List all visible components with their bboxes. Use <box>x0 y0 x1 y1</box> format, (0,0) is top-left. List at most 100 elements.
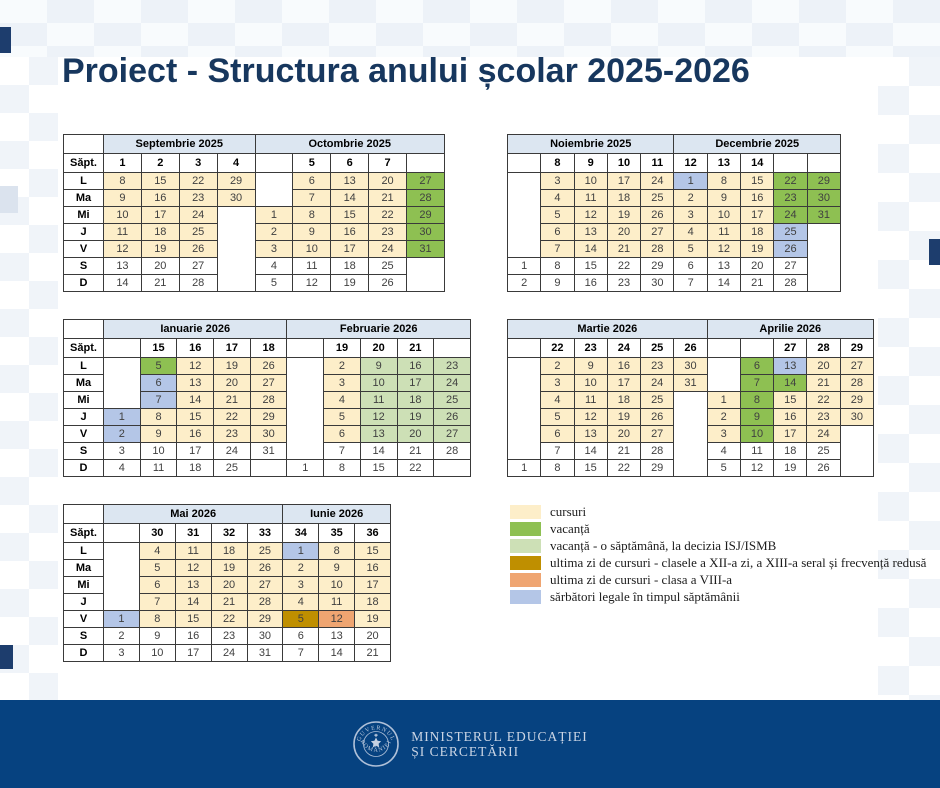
footer-band: GUVERNUL ROMÂNIEI MINISTERUL EDUCAȚIEI Ș… <box>0 700 940 788</box>
calendar-grid: Noiembrie 2025 Decembrie 2025 8 9 10 11 12 13 14… <box>506 134 842 292</box>
week-number-cell: 24 <box>606 338 642 358</box>
day-label-cell: D <box>63 274 104 292</box>
calendar-day-cell: 11 <box>359 391 398 409</box>
calendar-day-cell: 16 <box>606 357 642 375</box>
day-label-cell: D <box>63 644 104 662</box>
week-row-label: Săpt. <box>63 153 104 173</box>
calendar-day-cell: 22 <box>773 172 808 190</box>
calendar-day-cell: 20 <box>606 223 642 241</box>
month-header: Iunie 2026 <box>282 504 391 524</box>
calendar-day-cell: 21 <box>606 240 642 258</box>
week-number-cell: 26 <box>673 338 708 358</box>
calendar-day-cell: 3 <box>282 576 320 594</box>
calendar-day-cell: 29 <box>246 610 284 628</box>
day-label-cell: J <box>63 223 104 241</box>
calendar-day-cell: 5 <box>673 240 708 258</box>
calendar-day-cell: 20 <box>368 172 407 190</box>
calendar-day-cell: 27 <box>178 257 218 275</box>
calendar-day-cell: 20 <box>140 257 180 275</box>
calendar-day-cell: 23 <box>606 274 642 292</box>
calendar-day-cell: 25 <box>368 257 407 275</box>
calendar-day-cell: 24 <box>640 172 675 190</box>
calendar-day-cell: 12 <box>706 240 742 258</box>
calendar-day-cell: 15 <box>773 391 808 409</box>
calendar-day-cell: 29 <box>216 172 256 190</box>
week-number-cell <box>406 153 445 173</box>
calendar-day-cell: 9 <box>706 189 742 207</box>
calendar-day-cell: 22 <box>213 408 251 426</box>
day-label-cell: Ma <box>63 374 104 392</box>
calendar-day-cell: 24 <box>368 240 407 258</box>
calendar-day-cell: 31 <box>673 374 708 392</box>
month-header: Februarie 2026 <box>286 319 471 339</box>
calendar-day-cell: 2 <box>323 357 361 375</box>
calendar-day-cell: 25 <box>640 391 675 409</box>
week-number-cell: 22 <box>540 338 575 358</box>
legend-item: vacanță <box>510 520 926 537</box>
calendar-day-cell: 26 <box>249 357 288 375</box>
calendar-day-cell: 30 <box>673 357 708 375</box>
calendar-day-cell: 7 <box>282 644 320 662</box>
calendar-day-cell: 20 <box>740 257 775 275</box>
calendar-day-cell: 3 <box>706 425 741 443</box>
calendar-day-cell: 13 <box>318 627 356 645</box>
week-number-cell <box>739 338 775 358</box>
corner-cell <box>63 319 104 339</box>
calendar-day-cell: 14 <box>318 644 356 662</box>
week-number-cell: 14 <box>740 153 775 173</box>
calendar-day-cell <box>706 357 741 392</box>
calendar-day-cell: 5 <box>323 408 361 426</box>
calendar-day-cell: 19 <box>140 240 180 258</box>
calendar-day-cell: 19 <box>606 408 642 426</box>
day-label-cell: V <box>63 240 104 258</box>
calendar-day-cell: 6 <box>138 576 176 594</box>
calendar-day-cell <box>286 357 325 460</box>
calendar-day-cell: 20 <box>806 357 841 375</box>
mosaic-navy-square <box>0 645 13 669</box>
calendar-day-cell: 18 <box>140 223 180 241</box>
calendar-day-cell: 7 <box>540 442 575 460</box>
week-number-cell: 7 <box>368 153 407 173</box>
calendar-day-cell: 17 <box>606 374 642 392</box>
ministry-name-line1: MINISTERUL EDUCAȚIEI <box>411 729 588 744</box>
calendar-day-cell: 17 <box>174 644 212 662</box>
calendar-day-cell: 28 <box>773 274 808 292</box>
calendar-day-cell: 22 <box>178 172 218 190</box>
calendar-day-cell: 19 <box>213 357 251 375</box>
calendar-day-cell: 24 <box>773 206 808 224</box>
calendar-day-cell <box>103 357 141 409</box>
week-number-cell: 3 <box>178 153 218 173</box>
page-title: Proiect - Structura anului școlar 2025-2… <box>62 52 750 90</box>
week-number-cell: 13 <box>706 153 742 173</box>
month-header: Noiembrie 2025 <box>506 134 675 154</box>
month-header: Septembrie 2025 <box>103 134 256 154</box>
calendar-day-cell: 19 <box>210 559 248 577</box>
calendar-table-noiembrie-decembrie: Noiembrie 2025 Decembrie 2025 8 9 10 11 12 13 14… <box>506 134 842 292</box>
day-label-cell: S <box>63 442 104 460</box>
calendar-day-cell: 7 <box>540 240 575 258</box>
calendar-day-cell: 22 <box>806 391 841 409</box>
calendar-day-cell: 20 <box>606 425 642 443</box>
calendar-day-cell: 5 <box>540 408 575 426</box>
calendar-day-cell: 29 <box>640 459 675 477</box>
calendar-day-cell: 4 <box>103 459 141 477</box>
calendar-day-cell: 25 <box>246 542 284 560</box>
calendar-day-cell: 16 <box>330 223 370 241</box>
calendar-day-cell: 4 <box>673 223 708 241</box>
calendar-day-cell: 22 <box>368 206 407 224</box>
calendar-day-cell: 1 <box>254 206 294 224</box>
calendar-day-cell: 11 <box>573 189 608 207</box>
calendar-grid: Martie 2026 Aprilie 2026 22 23 24 25 26 27 28 29 2… <box>506 319 875 477</box>
calendar-day-cell: 25 <box>806 442 841 460</box>
day-label-cell: V <box>63 425 104 443</box>
calendar-day-cell: 23 <box>773 189 808 207</box>
calendar-day-cell: 14 <box>706 274 742 292</box>
week-number-cell: 27 <box>773 338 808 358</box>
calendar-day-cell: 17 <box>773 425 808 443</box>
calendar-day-cell: 18 <box>210 542 248 560</box>
week-row-label: Săpt. <box>63 338 104 358</box>
calendar-day-cell: 21 <box>606 442 642 460</box>
week-number-cell: 25 <box>640 338 675 358</box>
calendar-day-cell: 10 <box>573 374 608 392</box>
